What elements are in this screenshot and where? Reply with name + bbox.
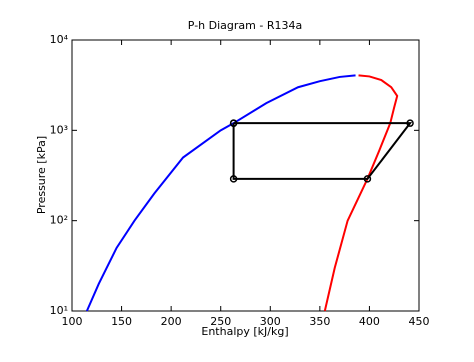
y-tick-label: 10⁴ <box>50 33 69 46</box>
x-tick-label: 150 <box>111 315 132 328</box>
x-tick-label: 400 <box>359 315 380 328</box>
series-line <box>323 74 399 312</box>
x-tick-label: 100 <box>62 315 83 328</box>
x-tick-label: 200 <box>161 315 182 328</box>
y-tick-label: 10¹ <box>50 304 68 317</box>
point-marker <box>363 175 372 183</box>
x-tick-label: 250 <box>210 315 231 328</box>
point-marker <box>406 119 414 127</box>
point-marker <box>229 119 238 127</box>
series-line <box>232 122 413 180</box>
y-tick-label: 10³ <box>50 123 68 136</box>
x-tick-label: 450 <box>409 315 430 328</box>
series-line <box>85 74 356 312</box>
x-tick-label: 350 <box>309 315 330 328</box>
plot-frame <box>71 39 420 312</box>
x-axis-label: Enthalpy [kJ/kg] <box>201 325 288 338</box>
y-tick-label: 10² <box>50 214 68 227</box>
x-tick-label: 300 <box>260 315 281 328</box>
point-marker <box>229 175 238 183</box>
y-axis-label: Pressure [kPa] <box>35 136 48 214</box>
chart-title: P-h Diagram - R134a <box>188 19 302 32</box>
